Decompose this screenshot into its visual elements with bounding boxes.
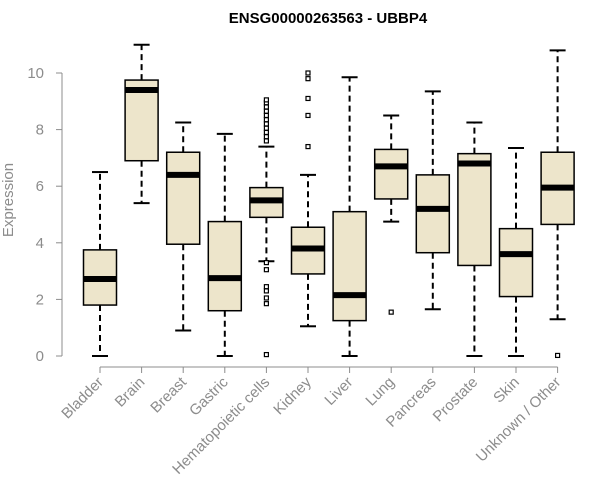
outlier-point <box>263 125 269 131</box>
outlier-point <box>305 70 311 76</box>
outlier-point <box>305 143 311 150</box>
x-tick-label: Liver <box>321 374 356 409</box>
y-tick-label: 6 <box>36 178 44 195</box>
outlier-point <box>263 121 269 127</box>
outlier-point <box>263 117 269 123</box>
chart-title: ENSG00000263563 - UBBP4 <box>229 10 428 27</box>
box-group <box>498 146 534 357</box>
box-group <box>82 171 118 357</box>
x-tick-label: Bladder <box>58 374 107 423</box>
iqr-box <box>165 151 201 245</box>
boxes-group <box>82 43 575 359</box>
x-tick-label: Skin <box>490 374 523 407</box>
y-axis: 0 2 4 6 8 10 <box>27 65 63 365</box>
y-axis-label: Expression <box>0 163 17 237</box>
outlier-point <box>305 76 311 82</box>
outlier-point <box>263 138 269 144</box>
iqr-box <box>124 79 159 162</box>
box-group <box>457 121 492 357</box>
y-tick-label: 0 <box>36 348 44 365</box>
outlier-point <box>263 97 269 103</box>
outlier-point <box>263 284 269 290</box>
outlier-point <box>263 351 269 358</box>
y-tick-label: 10 <box>27 65 44 82</box>
x-tick-label: Kidney <box>270 373 315 418</box>
outlier-point <box>305 112 311 119</box>
outlier-point <box>263 260 269 266</box>
x-tick-label: Breast <box>147 373 190 416</box>
y-tick-label: 4 <box>36 235 44 252</box>
outlier-point <box>263 108 269 114</box>
iqr-box <box>498 227 534 298</box>
outlier-point <box>305 95 311 102</box>
box-group <box>332 76 367 357</box>
box-group <box>124 43 159 205</box>
x-tick-label: Prostate <box>430 374 482 426</box>
y-tick-label: 8 <box>36 122 44 139</box>
iqr-box <box>373 148 409 200</box>
box-group <box>540 49 575 359</box>
outlier-point <box>263 129 269 136</box>
iqr-box <box>332 210 367 322</box>
outlier-point <box>388 309 394 315</box>
box-group <box>290 70 326 328</box>
iqr-box <box>207 220 243 312</box>
iqr-box <box>415 174 451 254</box>
outlier-point <box>263 112 269 119</box>
box-group <box>373 114 409 315</box>
box-group <box>207 132 243 357</box>
x-tick-label: Brain <box>112 374 149 411</box>
iqr-box <box>457 152 492 267</box>
outlier-point <box>263 301 269 307</box>
outlier-point <box>554 352 561 359</box>
outlier-point <box>263 288 269 294</box>
outlier-point <box>263 295 269 301</box>
box-group <box>415 90 451 311</box>
outlier-point <box>263 134 269 140</box>
outlier-point <box>263 104 269 110</box>
x-tick-label: Lung <box>362 374 398 410</box>
outlier-point <box>263 267 269 273</box>
box-group <box>165 121 201 332</box>
y-tick-label: 2 <box>36 291 44 308</box>
box-group <box>249 97 284 358</box>
